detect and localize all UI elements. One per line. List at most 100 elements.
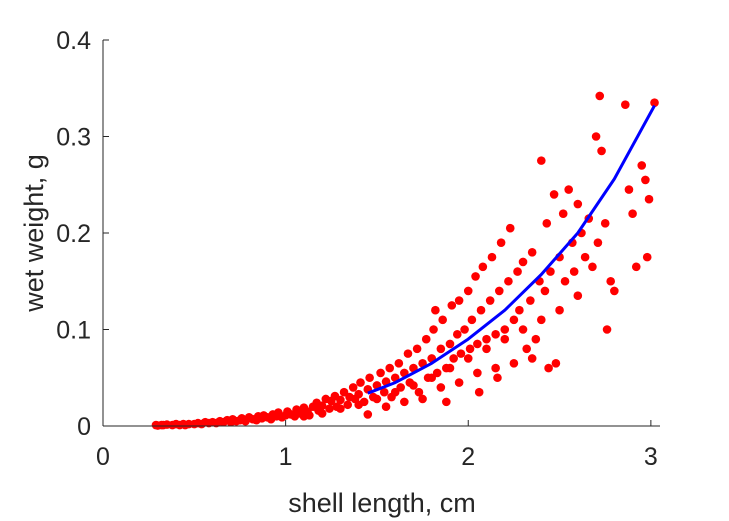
data-point [491, 330, 500, 339]
y-tick-label: 0.2 [56, 220, 91, 248]
y-tick-label: 0.1 [56, 317, 91, 345]
y-tick-label: 0.3 [56, 124, 91, 152]
data-point [394, 358, 404, 368]
data-point [527, 354, 537, 363]
data-point [569, 267, 579, 276]
data-point [390, 387, 400, 397]
data-point [624, 185, 634, 194]
data-point [551, 358, 561, 368]
data-point [558, 209, 568, 218]
x-axis-title: shell length, cm [288, 488, 476, 518]
data-point [317, 409, 327, 418]
data-point [452, 330, 462, 339]
x-tick-label: 1 [279, 443, 293, 471]
data-point [379, 387, 389, 397]
data-point [573, 199, 583, 209]
x-tick-label: 3 [644, 443, 658, 471]
data-point [354, 400, 363, 410]
data-point [518, 325, 528, 334]
data-point [400, 397, 409, 407]
data-point [460, 325, 469, 334]
data-point [478, 262, 488, 272]
data-point [445, 363, 455, 373]
data-point [445, 339, 455, 349]
data-point [456, 349, 466, 358]
data-point [560, 276, 570, 286]
data-point [473, 339, 482, 349]
data-point [573, 291, 583, 301]
data-point [641, 175, 650, 185]
data-point [496, 238, 506, 247]
data-point [637, 161, 647, 170]
data-point [325, 404, 334, 413]
data-point [513, 267, 522, 276]
data-point [549, 190, 559, 199]
x-tick-label: 2 [461, 443, 475, 471]
data-point [518, 257, 528, 267]
data-point [385, 363, 395, 373]
data-point [597, 146, 606, 156]
data-point [465, 344, 475, 354]
data-point [531, 334, 541, 344]
axes: 0 1 2 3 0 0.1 0.2 0.3 0.4 [56, 27, 660, 471]
data-point [564, 185, 573, 194]
data-point [491, 363, 500, 373]
data-point [421, 334, 431, 344]
data-point [621, 100, 630, 109]
plot-area [151, 91, 659, 430]
data-point [447, 301, 457, 310]
data-point [363, 410, 373, 419]
data-point [343, 400, 353, 410]
data-point [431, 305, 440, 315]
data-point [522, 344, 531, 354]
data-point [591, 132, 601, 141]
data-point [600, 219, 610, 228]
data-point [356, 378, 365, 387]
data-point [536, 315, 546, 325]
data-point [365, 373, 374, 383]
data-point [454, 378, 464, 387]
data-point [403, 349, 413, 358]
data-point [471, 272, 480, 281]
data-point [500, 325, 510, 334]
data-point [348, 383, 358, 392]
data-point [463, 354, 473, 363]
data-point [476, 305, 486, 315]
data-point [354, 389, 363, 399]
data-point [540, 286, 550, 296]
data-point [504, 276, 513, 286]
data-point [544, 363, 553, 373]
data-point [595, 91, 605, 101]
data-point [449, 354, 458, 363]
data-point [580, 252, 590, 262]
data-point [317, 401, 327, 411]
data-point [610, 286, 619, 296]
x-tick-label: 0 [96, 443, 110, 471]
data-point [485, 296, 495, 305]
data-point [412, 344, 422, 354]
data-point [602, 325, 612, 334]
data-point [442, 397, 451, 407]
data-point [482, 344, 491, 354]
y-axis-title: wet weight, g [19, 154, 49, 313]
data-point [493, 373, 502, 383]
y-tick-label: 0.4 [56, 27, 91, 55]
data-point [606, 276, 615, 286]
data-point [509, 358, 519, 368]
data-point [438, 315, 447, 325]
fit-curve [367, 104, 656, 395]
data-point [527, 248, 537, 257]
data-point [631, 262, 641, 272]
data-point [509, 315, 519, 325]
data-point [436, 383, 446, 392]
data-point [381, 402, 391, 412]
data-point [494, 286, 504, 296]
data-point [505, 223, 515, 233]
data-point [336, 404, 345, 413]
data-point [409, 381, 418, 390]
data-point [336, 395, 345, 405]
data-point [463, 286, 473, 296]
data-point [515, 305, 524, 315]
data-point [436, 344, 446, 354]
